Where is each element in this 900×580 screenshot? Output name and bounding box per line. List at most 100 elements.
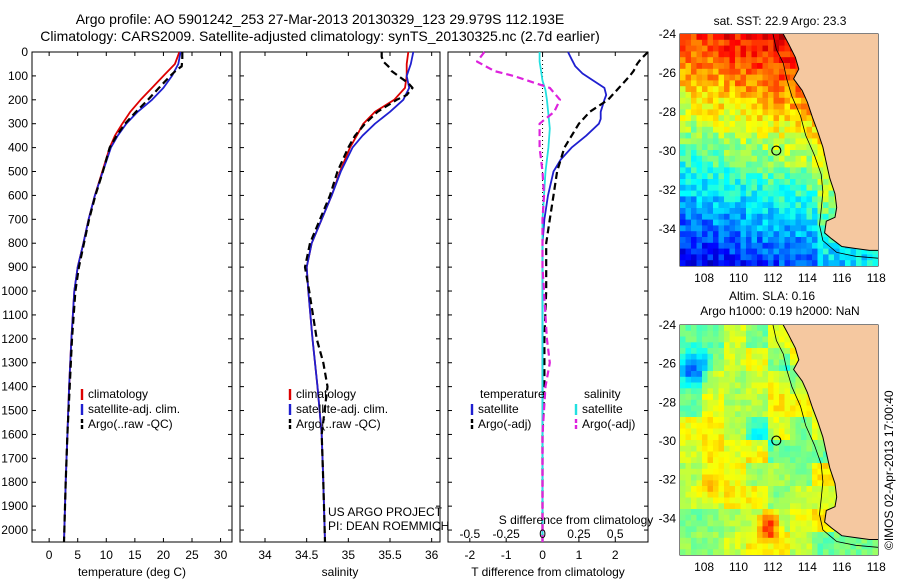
map-cell: [762, 254, 769, 261]
map-cell: [801, 549, 808, 555]
map-cell: [740, 97, 747, 105]
map-cell: [691, 167, 698, 174]
map-cell: [735, 394, 742, 401]
map-cell: [795, 109, 802, 116]
map-cell: [685, 480, 692, 487]
map-cell: [685, 80, 692, 87]
map-cell: [713, 103, 720, 110]
map-cell: [707, 434, 714, 441]
map-cell: [801, 190, 808, 197]
map-cell: [735, 353, 742, 361]
map-cell: [685, 549, 692, 555]
map-cell: [773, 208, 780, 215]
map-cell: [707, 463, 714, 470]
map-cell: [768, 468, 775, 476]
map-cell: [680, 376, 687, 384]
map-cell: [707, 150, 714, 157]
map-cell: [680, 103, 687, 110]
map-cell: [680, 202, 687, 209]
map-cell: [795, 520, 802, 527]
map-cell: [713, 97, 720, 105]
map-cell: [784, 451, 791, 458]
map-cell: [784, 196, 791, 203]
map-cell: [746, 480, 753, 487]
x-tick-label: 30: [214, 548, 228, 562]
map-cell: [702, 248, 709, 255]
map-cell: [784, 532, 791, 539]
map-cell: [768, 213, 775, 221]
map-cell: [823, 173, 830, 180]
map-cell: [784, 509, 791, 516]
map-cell: [724, 179, 731, 186]
map-cell: [707, 80, 714, 87]
map-cell: [773, 103, 780, 110]
map-cell: [768, 514, 775, 522]
map-cell: [779, 394, 786, 401]
map-cell: [707, 388, 714, 395]
map-cell: [779, 126, 786, 134]
map-cell: [718, 537, 725, 545]
map-cell: [757, 509, 764, 516]
map-cell: [768, 411, 775, 418]
map-cell: [735, 486, 742, 493]
map-cell: [735, 514, 742, 522]
map-cell: [751, 336, 758, 343]
map-cell: [746, 132, 753, 139]
map-cell: [801, 503, 808, 510]
map-cell: [680, 486, 687, 493]
map-cell: [718, 144, 725, 151]
map-cell: [707, 353, 714, 361]
map-cell: [751, 144, 758, 151]
map-cell: [773, 399, 780, 407]
map-cell: [768, 254, 775, 261]
map-cell: [735, 103, 742, 110]
map-cell: [702, 526, 709, 533]
map-cell: [680, 155, 687, 163]
map-cell: [685, 394, 692, 401]
map-cell: [702, 126, 709, 134]
map-cell: [817, 445, 824, 453]
map-cell: [757, 491, 764, 499]
map-cell: [795, 445, 802, 453]
map-cell: [801, 434, 808, 441]
map-cell: [724, 208, 731, 215]
map-cell: [784, 97, 791, 105]
map-cell: [823, 497, 830, 504]
map-cell: [735, 348, 742, 355]
map-cell: [757, 549, 764, 555]
map-cell: [768, 155, 775, 163]
map-cell: [696, 376, 703, 384]
sla-map-title-line1: Altim. SLA: 0.16: [729, 289, 815, 303]
map-cell: [779, 155, 786, 163]
map-cell: [784, 468, 791, 476]
map-cell: [724, 451, 731, 458]
map-cell: [757, 434, 764, 441]
map-cell: [784, 520, 791, 527]
map-cell: [724, 86, 731, 93]
map-cell: [768, 92, 775, 99]
map-cell: [707, 39, 714, 47]
map-cell: [707, 237, 714, 244]
map-cell: [751, 451, 758, 458]
map-cell: [795, 422, 802, 430]
map-cell: [735, 219, 742, 226]
map-cell: [707, 225, 714, 232]
map-cell: [696, 428, 703, 435]
map-cell: [795, 213, 802, 221]
map-cell: [795, 126, 802, 134]
map-cell: [757, 45, 764, 52]
map-cell: [773, 330, 780, 338]
map-cell: [685, 526, 692, 533]
map-cell: [724, 144, 731, 151]
map-cell: [773, 382, 780, 389]
map-cell: [713, 353, 720, 361]
map-cell: [735, 202, 742, 209]
map-cell: [713, 440, 720, 447]
map-cell: [768, 202, 775, 209]
map-cell: [762, 376, 769, 384]
map-cell: [729, 208, 736, 215]
map-cell: [812, 445, 819, 453]
map-cell: [801, 440, 808, 447]
map-cell: [784, 92, 791, 99]
